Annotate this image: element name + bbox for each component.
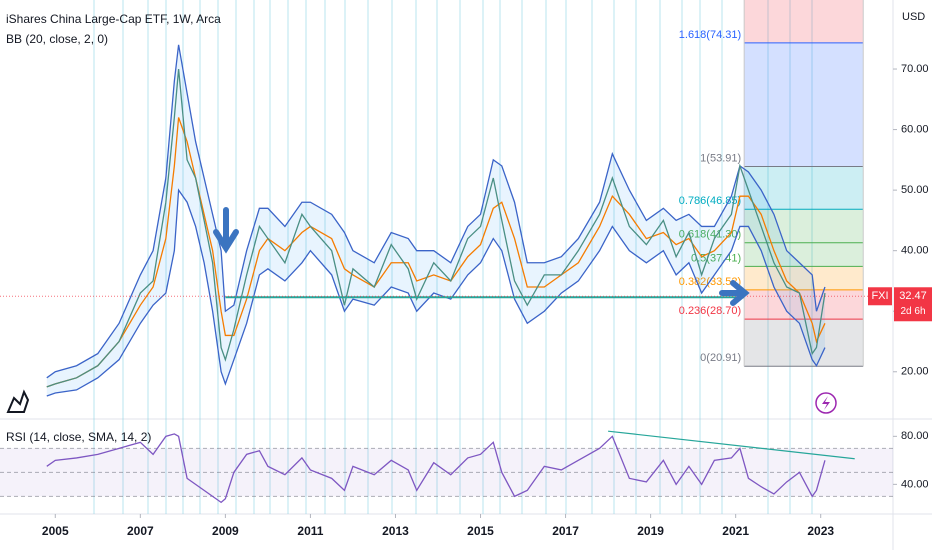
event-icon — [815, 392, 837, 414]
y-tick-label: 40.00 — [901, 478, 929, 490]
y-tick-label: 80.00 — [901, 430, 929, 442]
fib-label: 0.236(28.70) — [679, 305, 741, 317]
countdown-label: 2d 6h — [900, 306, 925, 317]
x-tick-label: 2011 — [297, 524, 323, 538]
fib-zone — [744, 319, 864, 367]
fib-zone — [744, 209, 864, 243]
fib-zone — [744, 266, 864, 290]
x-tick-label: 2017 — [552, 524, 579, 538]
fib-label: 1.618(74.31) — [679, 29, 741, 41]
right-arrow — [719, 280, 750, 306]
indicator-label: BB (20, close, 2, 0) — [6, 32, 108, 46]
x-tick-label: 2021 — [722, 524, 749, 538]
x-tick-label: 2015 — [467, 524, 494, 538]
price-label: 32.47 — [899, 290, 927, 302]
fib-label: 0.786(46.85) — [679, 195, 741, 207]
symbol-label: FXI — [871, 290, 888, 302]
fib-zone — [744, 242, 864, 267]
y-tick-label: 20.00 — [901, 366, 929, 378]
fib-label: 0.618(41.30) — [679, 229, 741, 241]
fib-label: 1(53.91) — [700, 152, 741, 164]
down-arrow — [213, 207, 239, 254]
y-axis-label: USD — [902, 11, 925, 23]
fib-zone — [744, 166, 864, 210]
x-tick-label: 2013 — [382, 524, 409, 538]
chart-title: iShares China Large-Cap ETF, 1W, Arca — [6, 12, 221, 26]
series-line — [46, 433, 826, 504]
series-line — [46, 188, 826, 397]
x-tick-label: 2023 — [807, 524, 834, 538]
x-tick-label: 2007 — [127, 524, 154, 538]
event-icon-bolt — [822, 396, 830, 410]
y-tick-label: 50.00 — [901, 184, 929, 196]
fib-zone — [744, 0, 864, 43]
series-line — [46, 68, 826, 388]
fib-zone — [744, 42, 864, 167]
series-line — [46, 44, 826, 379]
trend-line — [608, 430, 855, 460]
series-line — [46, 117, 826, 388]
symbol-box — [868, 287, 892, 306]
rsi-title: RSI (14, close, SMA, 14, 2) — [6, 430, 151, 444]
y-tick-label: 70.00 — [901, 63, 929, 75]
x-tick-label: 2005 — [42, 524, 69, 538]
y-tick-label: 60.00 — [901, 123, 929, 135]
price-box — [894, 287, 932, 322]
x-tick-label: 2019 — [637, 524, 664, 538]
logo — [6, 389, 30, 413]
y-tick-label: 40.00 — [901, 245, 929, 257]
fib-label: 0(20.91) — [700, 352, 741, 364]
x-tick-label: 2009 — [212, 524, 239, 538]
band-fill — [46, 44, 825, 396]
